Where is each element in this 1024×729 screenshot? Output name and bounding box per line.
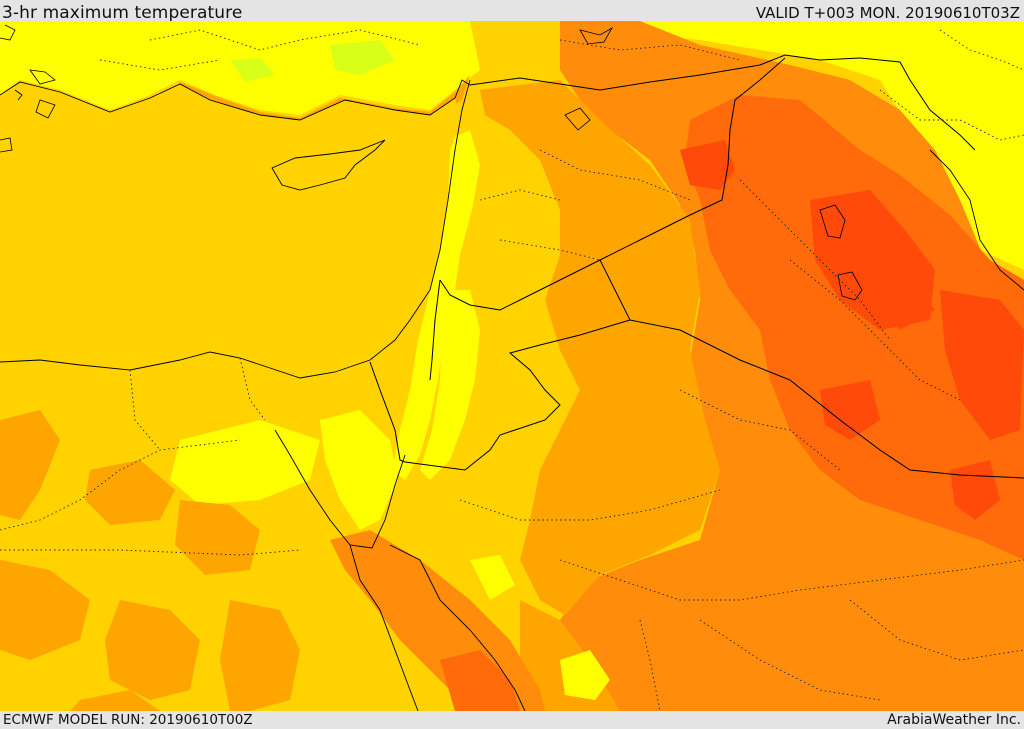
iraq-lake-2 [837, 271, 863, 301]
red-sea-coast-red-orange [440, 650, 520, 711]
egypt-amber-6 [70, 690, 160, 711]
jordan-yellow-zone [420, 290, 480, 480]
mediterranean-sea [0, 82, 460, 378]
green-patch-2 [230, 58, 275, 82]
valid-time-label: VALID T+003 MON. 20190610T03Z [755, 4, 1020, 22]
south-yellow-patch-1 [560, 650, 610, 700]
cyprus-island [271, 139, 386, 191]
header-bar: 3-hr maximum temperature VALID T+003 MON… [0, 0, 1024, 23]
northeast-yellow-zone [640, 21, 1024, 270]
model-run-label: ECMWF MODEL RUN: 20190610T00Z [3, 712, 253, 728]
nile-yellow-zone [170, 420, 320, 505]
hot-spot-6 [880, 290, 935, 330]
egypt-amber-3 [0, 560, 90, 660]
egypt-amber-2 [175, 500, 260, 575]
egypt-amber-1 [85, 460, 175, 525]
province-borders [0, 29, 1024, 711]
temperature-map [0, 21, 1024, 711]
levant-yellow-strip [392, 130, 480, 480]
green-patch-1 [330, 40, 395, 75]
hot-spot-4 [820, 380, 880, 440]
lake-assad [564, 107, 591, 131]
footer-bar: ECMWF MODEL RUN: 20190610T00Z ArabiaWeat… [0, 711, 1024, 729]
syria-jordan-amber-band [480, 80, 720, 615]
credit-label: ArabiaWeather Inc. [887, 712, 1021, 728]
map-title: 3-hr maximum temperature [2, 3, 243, 23]
hot-spot-1 [680, 140, 735, 190]
sinai-yellow-zone [320, 410, 398, 530]
egypt-amber-5 [220, 600, 300, 711]
iraq-lake-1 [819, 204, 846, 239]
aegean-islands [0, 24, 614, 153]
country-borders [369, 54, 1024, 479]
iraq-red-orange-core [685, 95, 1024, 560]
south-yellow-patch-2 [470, 555, 515, 600]
egypt-amber-4 [105, 600, 200, 700]
hot-spot-3 [940, 290, 1024, 440]
egypt-amber-west [0, 410, 60, 520]
